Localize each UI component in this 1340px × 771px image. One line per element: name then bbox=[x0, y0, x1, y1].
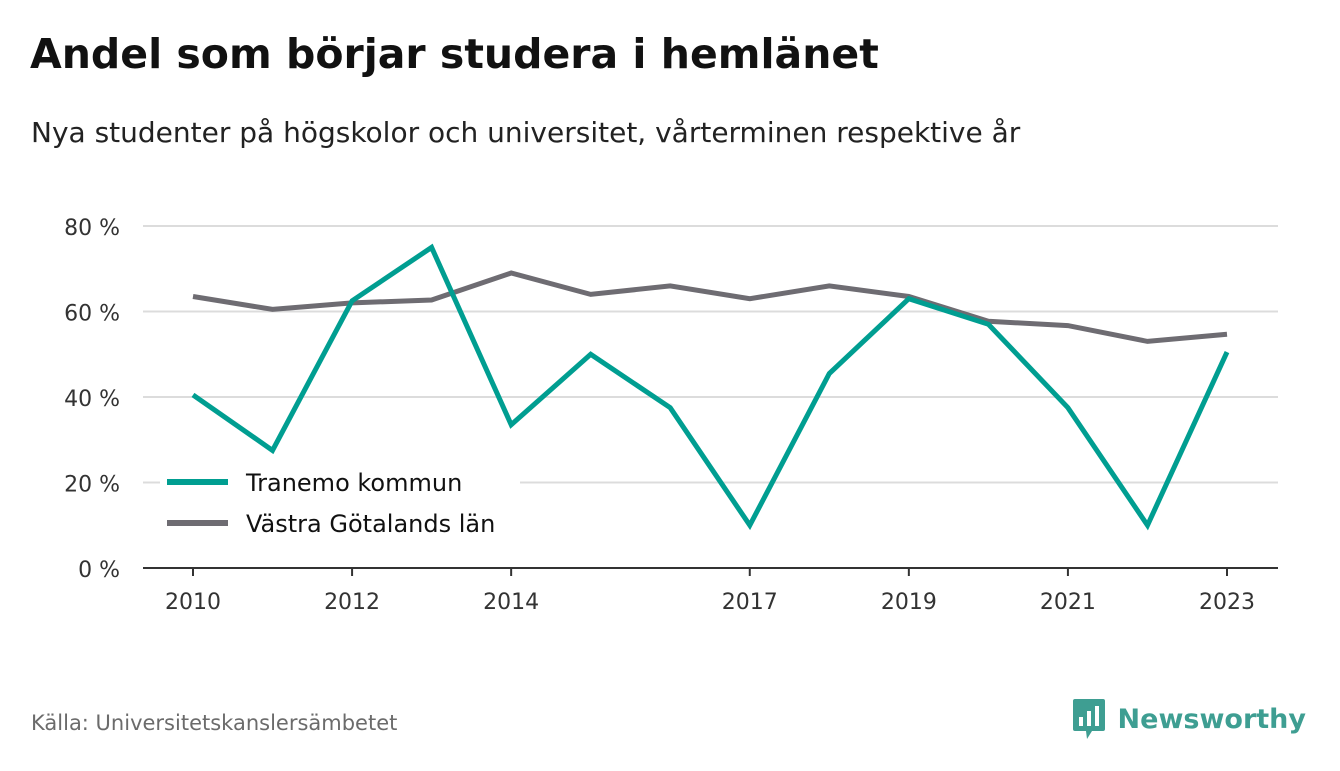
legend-label-tranemo: Tranemo kommun bbox=[245, 469, 462, 497]
x-tick-label: 2014 bbox=[483, 590, 539, 615]
x-tick-label: 2017 bbox=[722, 590, 778, 615]
series-line-vastra-gotaland bbox=[192, 270, 1228, 344]
source-note: Källa: Universitetskanslersämbetet bbox=[31, 711, 398, 735]
x-tick-label: 2019 bbox=[881, 590, 937, 615]
x-tick-label: 2012 bbox=[324, 590, 380, 615]
series-line-tranemo bbox=[191, 243, 1230, 531]
chart-subtitle: Nya studenter på högskolor och universit… bbox=[31, 116, 1021, 149]
line-chart: 0 % 20 % 40 % 60 % 80 % 2010 2012 2014 2017 2019 2… bbox=[64, 216, 1278, 615]
legend-label-vastra-gotaland: Västra Götalands län bbox=[246, 510, 495, 538]
y-tick-label: 40 % bbox=[64, 387, 120, 412]
y-tick-label: 60 % bbox=[64, 302, 120, 327]
x-tick-label: 2010 bbox=[165, 590, 221, 615]
chart-title: Andel som börjar studera i hemlänet bbox=[30, 30, 879, 78]
x-tick-label: 2021 bbox=[1040, 590, 1096, 615]
legend-box bbox=[160, 461, 520, 545]
y-tick-label: 20 % bbox=[64, 473, 120, 498]
x-tick-label: 2023 bbox=[1199, 590, 1255, 615]
newsworthy-logo: Newsworthy bbox=[1072, 698, 1306, 740]
y-tick-label: 0 % bbox=[78, 558, 120, 583]
y-tick-label: 80 % bbox=[64, 216, 120, 241]
bar-chart-bubble-icon bbox=[1072, 699, 1105, 739]
brand-name: Newsworthy bbox=[1117, 703, 1306, 735]
